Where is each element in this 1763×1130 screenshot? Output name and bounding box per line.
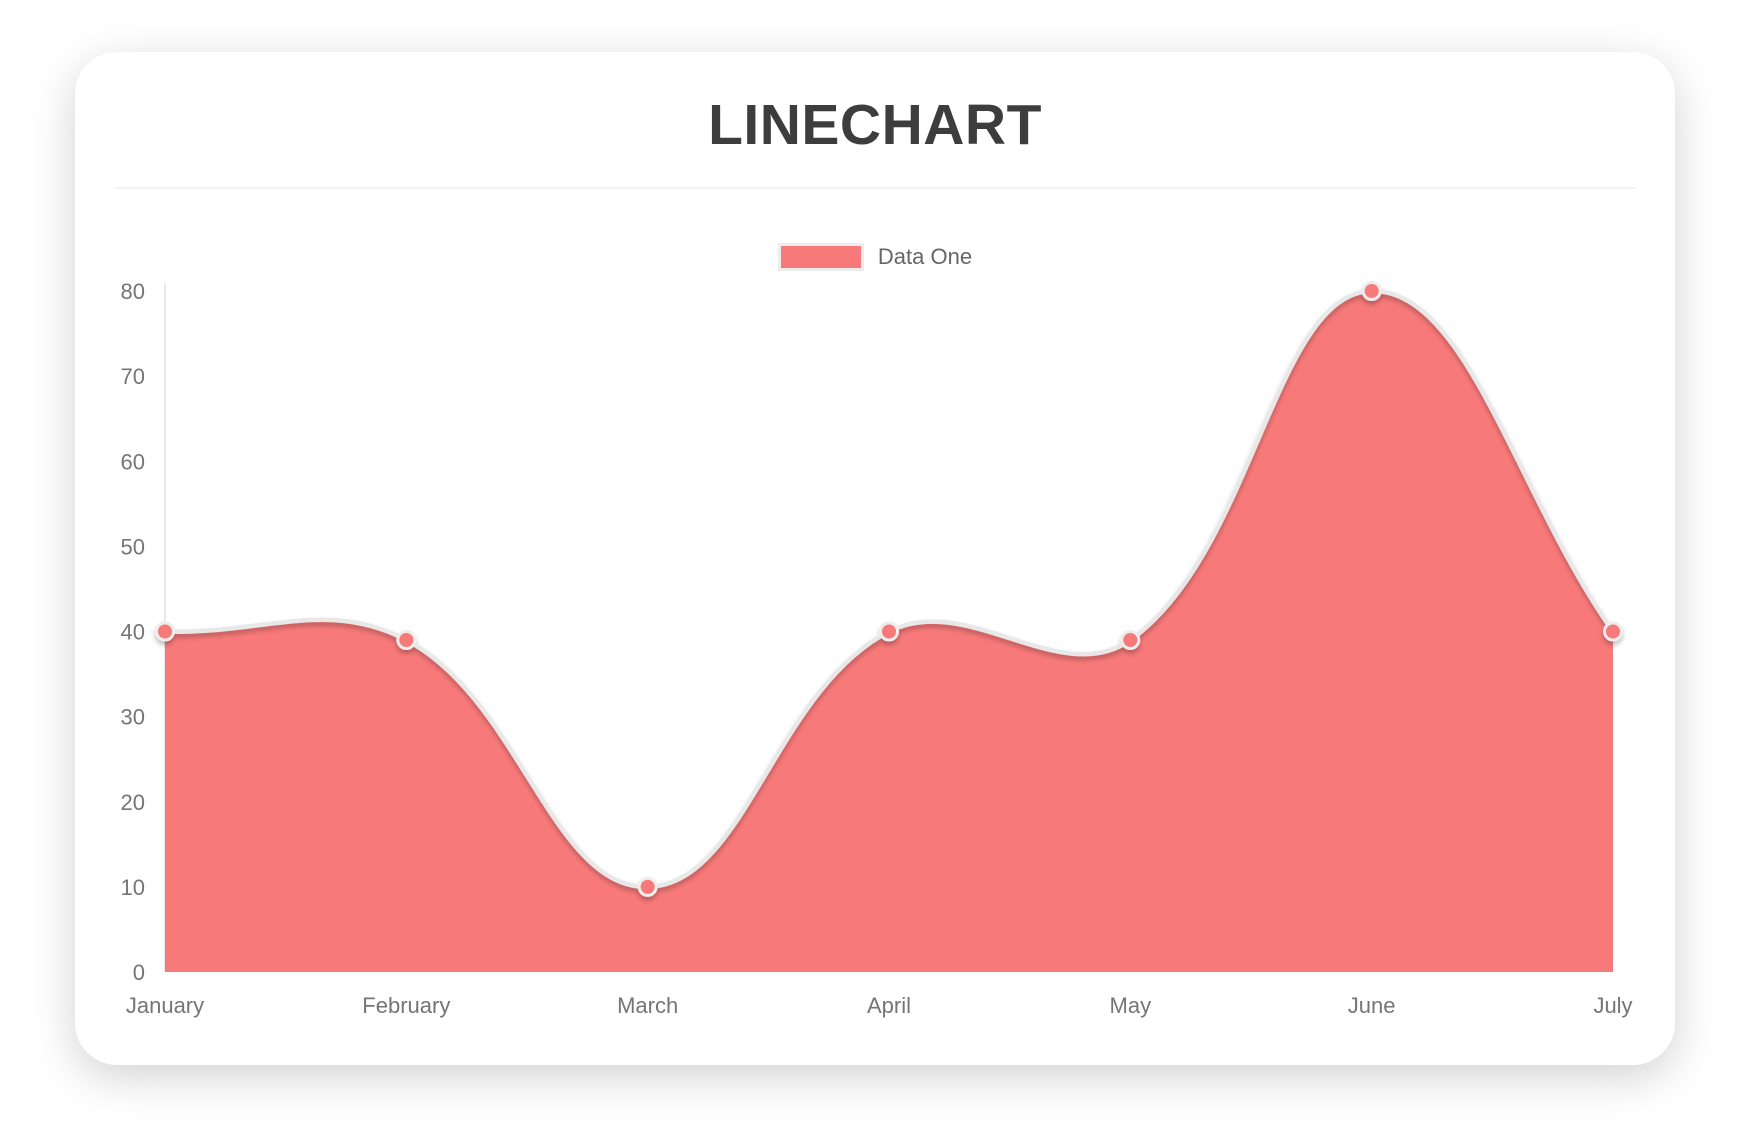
y-tick-label: 50 bbox=[121, 534, 145, 559]
line-group bbox=[155, 281, 1623, 897]
data-point-april[interactable] bbox=[879, 621, 899, 642]
y-tick-label: 0 bbox=[133, 960, 145, 985]
y-tick-label: 80 bbox=[121, 279, 145, 304]
data-point-march[interactable] bbox=[637, 876, 658, 897]
legend-item-data-one[interactable]: Data One bbox=[777, 243, 973, 271]
y-tick-label: 10 bbox=[121, 875, 145, 900]
y-tick-label: 60 bbox=[121, 449, 145, 474]
y-tick-label: 70 bbox=[121, 364, 145, 389]
legend: Data One bbox=[75, 243, 1675, 271]
plot-svg: 0 10 20 30 40 50 60 70 80 January February March Apr… bbox=[121, 279, 1633, 1018]
y-tick-label: 30 bbox=[121, 705, 145, 730]
data-point-may[interactable] bbox=[1120, 630, 1141, 651]
y-tick-label: 40 bbox=[121, 620, 145, 645]
x-tick-label: February bbox=[362, 993, 450, 1018]
x-tick-label: May bbox=[1110, 993, 1152, 1018]
x-tick-label: March bbox=[617, 993, 678, 1018]
x-tick-label: July bbox=[1593, 993, 1632, 1018]
x-tick-label: January bbox=[126, 993, 204, 1018]
data-point-june[interactable] bbox=[1361, 281, 1382, 301]
chart-card: LINECHART Data One 0 10 20 30 40 50 60 70 80 Janu… bbox=[75, 52, 1675, 1065]
chart-title: LINECHART bbox=[708, 93, 1042, 157]
data-point-july[interactable] bbox=[1603, 621, 1623, 642]
legend-swatch bbox=[777, 243, 864, 271]
x-tick-label: April bbox=[867, 993, 911, 1018]
legend-label: Data One bbox=[877, 244, 973, 269]
title-divider bbox=[115, 187, 1636, 189]
data-point-february[interactable] bbox=[396, 630, 417, 651]
y-tick-label: 20 bbox=[121, 790, 145, 815]
data-point-january[interactable] bbox=[155, 621, 175, 642]
x-tick-label: June bbox=[1348, 993, 1396, 1018]
